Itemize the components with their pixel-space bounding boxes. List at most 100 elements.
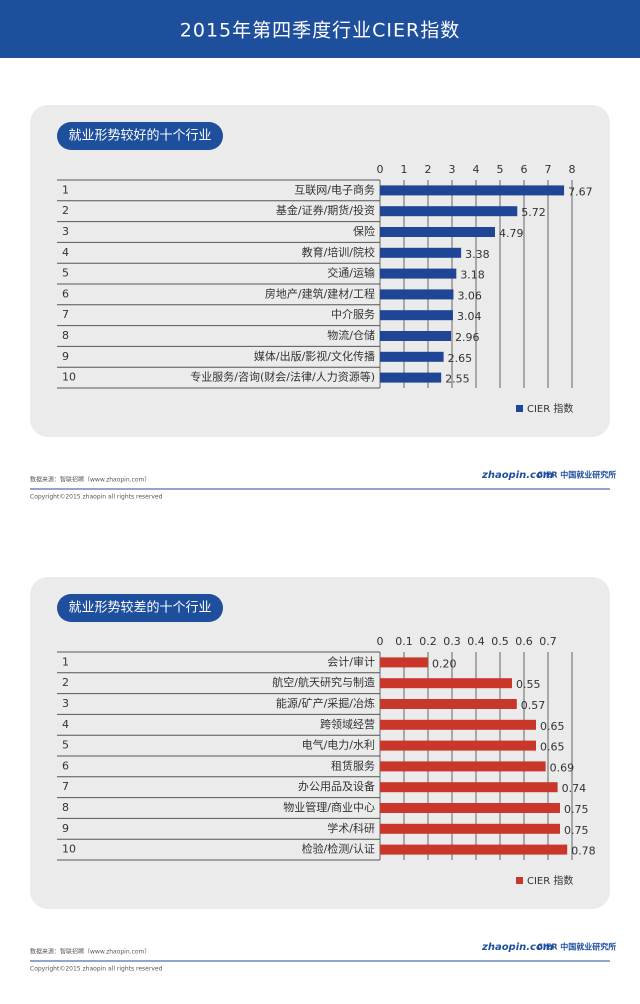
rank-label: 10: [62, 843, 76, 856]
x-tick-label: 8: [569, 163, 576, 176]
bar: [380, 823, 560, 834]
value-label: 0.55: [516, 678, 541, 691]
category-label: 租赁服务: [331, 758, 375, 772]
rank-label: 6: [62, 759, 69, 772]
legend-swatch: [516, 877, 523, 884]
bar: [380, 310, 453, 321]
x-tick-label: 0.1: [395, 635, 413, 648]
bar: [380, 782, 558, 793]
value-label: 0.75: [564, 824, 589, 837]
rank-label: 8: [62, 801, 69, 814]
x-tick-label: 3: [449, 163, 456, 176]
value-label: 3.04: [457, 310, 482, 323]
bar: [380, 844, 568, 855]
value-label: 0.20: [432, 657, 457, 670]
bar: [380, 247, 462, 258]
rank-label: 4: [62, 246, 69, 259]
bar: [380, 719, 536, 730]
bar: [380, 678, 512, 689]
category-label: 物流/仓储: [327, 328, 375, 342]
header-band: [0, 0, 640, 58]
footer-logo-cier: CIER 中国就业研究所: [537, 470, 616, 480]
category-label: 专业服务/咨询(财会/法律/人力资源等): [190, 370, 375, 384]
category-label: 会计/审计: [327, 654, 375, 668]
rank-label: 7: [62, 780, 69, 793]
value-label: 0.75: [564, 803, 589, 816]
x-tick-label: 6: [521, 163, 528, 176]
legend-swatch: [516, 405, 523, 412]
card-title: 就业形势较差的十个行业: [68, 600, 211, 616]
card-title: 就业形势较好的十个行业: [68, 128, 211, 144]
category-label: 能源/矿产/采掘/冶炼: [276, 696, 375, 710]
category-label: 保险: [353, 224, 375, 238]
x-tick-label: 0.3: [443, 635, 461, 648]
value-label: 3.06: [457, 289, 482, 302]
bar: [380, 185, 565, 196]
rank-label: 3: [62, 697, 69, 710]
category-label: 办公用品及设备: [298, 779, 375, 793]
bar: [380, 227, 495, 237]
rank-label: 8: [62, 329, 69, 342]
bar: [380, 699, 517, 709]
category-label: 房地产/建筑/建材/工程: [265, 286, 375, 300]
category-label: 教育/培训/院校: [302, 245, 375, 259]
bar: [380, 761, 546, 772]
rank-label: 5: [62, 267, 69, 280]
value-label: 3.38: [465, 248, 490, 261]
footer-logo-zhaopin: zhaopin.com: [481, 470, 553, 481]
footer-copyright: Copyright©2015 zhaopin all rights reserv…: [30, 966, 163, 973]
rank-label: 1: [62, 655, 69, 668]
x-tick-label: 5: [497, 163, 504, 176]
rank-label: 2: [62, 204, 69, 217]
rank-label: 5: [62, 739, 69, 752]
rank-label: 10: [62, 371, 76, 384]
card-title-pill: [57, 594, 223, 622]
x-tick-label: 1: [401, 163, 408, 176]
rank-label: 9: [62, 822, 69, 835]
category-label: 电气/电力/水利: [302, 738, 375, 752]
value-label: 0.65: [540, 720, 565, 733]
bar: [380, 289, 454, 300]
bar: [380, 331, 452, 341]
category-label: 互联网/电子商务: [294, 182, 375, 196]
bar: [380, 206, 518, 217]
value-label: 5.72: [521, 206, 546, 219]
footer-logo-cier: CIER 中国就业研究所: [537, 942, 616, 952]
page-title: 2015年第四季度行业CIER指数: [180, 20, 460, 42]
category-label: 跨领域经营: [320, 717, 375, 731]
rank-label: 2: [62, 676, 69, 689]
value-label: 0.65: [540, 741, 565, 754]
card: [30, 105, 610, 437]
value-label: 7.67: [568, 185, 593, 198]
x-tick-label: 0.2: [419, 635, 437, 648]
category-label: 基金/证券/期货/投资: [276, 203, 375, 217]
footer-source: 数据来源：智联招聘（www.zhaopin.com）: [30, 948, 150, 956]
category-label: 航空/航天研究与制造: [272, 675, 375, 689]
rank-label: 4: [62, 718, 69, 731]
bar: [380, 372, 442, 383]
x-tick-label: 2: [425, 163, 432, 176]
value-label: 3.18: [460, 269, 485, 282]
bar: [380, 740, 536, 751]
legend-label: CIER 指数: [527, 874, 573, 887]
category-label: 交通/运输: [327, 266, 375, 280]
value-label: 4.79: [499, 227, 523, 240]
value-label: 0.74: [562, 782, 587, 795]
value-label: 2.55: [445, 373, 470, 386]
card-title-pill: [57, 122, 223, 150]
footer-source: 数据来源：智联招聘（www.zhaopin.com）: [30, 476, 150, 484]
category-label: 媒体/出版/影视/文化传播: [254, 349, 375, 363]
value-label: 0.78: [571, 845, 596, 858]
category-label: 物业管理/商业中心: [283, 800, 375, 814]
bar: [380, 351, 444, 362]
rank-label: 7: [62, 308, 69, 321]
x-tick-label: 0.7: [539, 635, 557, 648]
bar: [380, 803, 560, 813]
footer-copyright: Copyright©2015 zhaopin all rights reserv…: [30, 494, 163, 501]
legend-label: CIER 指数: [527, 402, 573, 415]
category-label: 学术/科研: [327, 821, 375, 835]
footer-logo-zhaopin: zhaopin.com: [481, 942, 553, 953]
x-tick-label: 0: [377, 163, 384, 176]
x-tick-label: 0.5: [491, 635, 509, 648]
